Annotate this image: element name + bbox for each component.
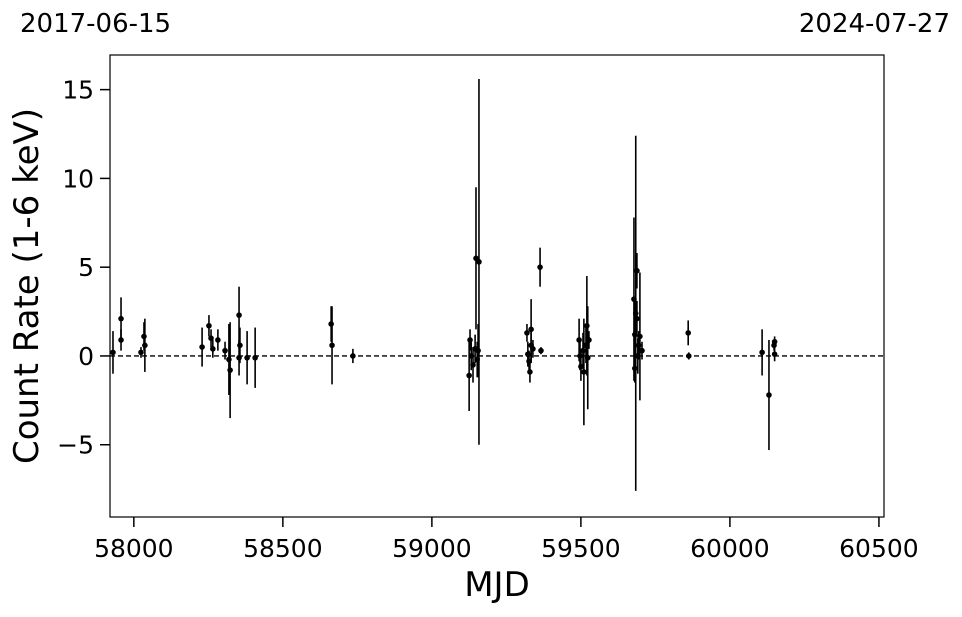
data-point <box>118 337 124 343</box>
data-point <box>685 330 691 336</box>
date-label-end: 2024-07-27 <box>799 9 950 39</box>
data-point <box>222 347 228 354</box>
y-tick-label: 5 <box>78 253 94 282</box>
x-tick-label: 58000 <box>94 534 174 563</box>
y-tick-label: 10 <box>62 164 94 193</box>
data-point <box>580 347 586 354</box>
y-axis-label: Count Rate (1-6 keV) <box>7 108 47 464</box>
data-point <box>237 342 243 349</box>
x-tick-label: 60500 <box>839 534 919 563</box>
data-point <box>524 330 530 336</box>
x-tick-label: 59500 <box>541 534 621 563</box>
data-point <box>350 353 356 359</box>
data-point <box>210 346 216 352</box>
data-point <box>328 321 334 327</box>
data-point <box>581 369 587 375</box>
data-point <box>634 315 640 322</box>
data-point <box>138 349 144 356</box>
data-point <box>476 259 482 265</box>
x-tick-label: 59000 <box>392 534 472 563</box>
data-point <box>215 337 221 343</box>
data-point <box>584 322 590 329</box>
data-point <box>252 354 258 361</box>
data-point <box>236 312 242 318</box>
data-point <box>474 356 480 363</box>
data-point <box>199 344 205 350</box>
x-tick-label: 58500 <box>243 534 323 563</box>
data-point <box>244 354 250 361</box>
data-point <box>537 264 543 270</box>
data-point <box>759 349 765 356</box>
x-tick-label: 60000 <box>690 534 770 563</box>
data-point <box>208 335 214 342</box>
data-point <box>584 354 591 361</box>
data-point <box>639 347 645 354</box>
data-point <box>527 369 533 375</box>
data-point <box>771 338 778 345</box>
y-tick-label: 15 <box>62 76 94 105</box>
data-point <box>766 392 772 398</box>
data-point <box>685 353 692 359</box>
plot-frame <box>109 54 885 518</box>
data-point <box>141 333 147 340</box>
data-point <box>470 362 476 368</box>
data-point <box>329 342 335 349</box>
y-tick-label: −5 <box>57 431 94 460</box>
x-axis-label: MJD <box>464 565 530 605</box>
date-label-start: 2017-06-15 <box>20 9 171 39</box>
data-point <box>227 367 233 373</box>
data-point <box>634 267 640 274</box>
data-point <box>467 337 473 343</box>
data-point <box>142 342 148 349</box>
data-point <box>586 337 592 343</box>
data-point <box>236 354 242 361</box>
data-point <box>206 322 212 329</box>
data-point <box>771 351 778 357</box>
data-point <box>110 349 116 356</box>
data-point <box>576 337 582 343</box>
data-point <box>475 347 481 354</box>
data-point <box>632 365 638 372</box>
data-point <box>466 372 472 379</box>
data-point <box>577 353 583 359</box>
data-point <box>118 315 124 322</box>
data-point <box>538 347 544 354</box>
data-point <box>637 333 643 340</box>
data-point <box>530 346 536 352</box>
y-tick-label: 0 <box>78 342 94 371</box>
